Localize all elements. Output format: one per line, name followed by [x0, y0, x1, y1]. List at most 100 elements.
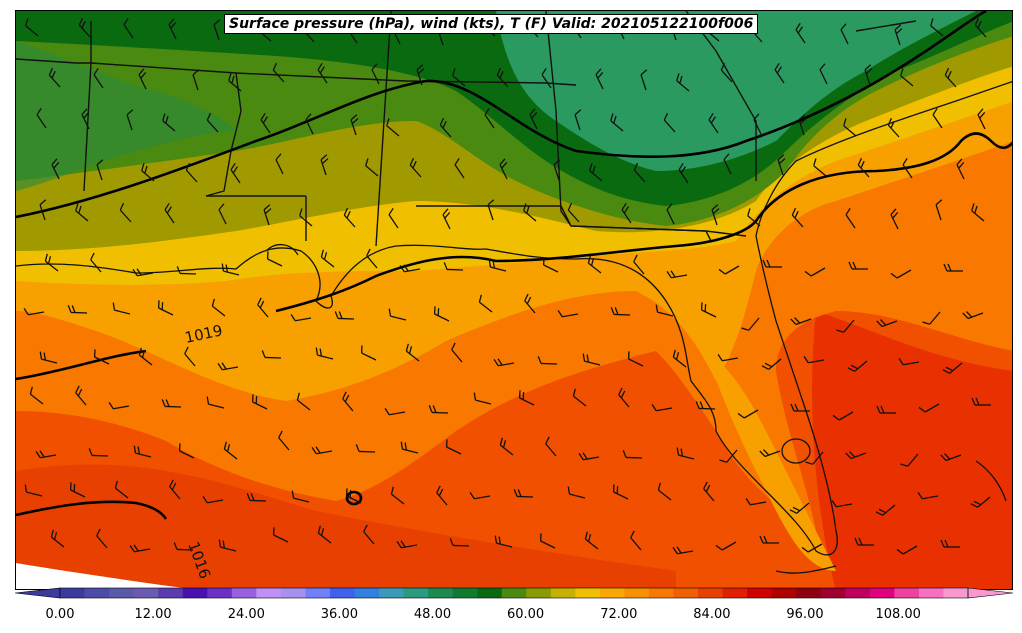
- wind-barb: [251, 394, 268, 410]
- wind-barb: [854, 537, 874, 546]
- colorbar-segment: [796, 588, 822, 598]
- wind-barb: [890, 269, 912, 279]
- wind-barb: [343, 207, 356, 228]
- wind-barb: [612, 484, 629, 500]
- wind-barb: [944, 67, 957, 88]
- wind-barb: [257, 297, 269, 318]
- colorbar-segment: [452, 588, 478, 598]
- wind-barb: [956, 158, 965, 180]
- wind-barb: [24, 484, 43, 497]
- wind-barb: [25, 18, 39, 37]
- colorbar-segment: [477, 588, 503, 598]
- wind-barb: [439, 117, 452, 138]
- wind-barb: [96, 159, 104, 181]
- wind-barb: [192, 69, 200, 91]
- wind-barb: [717, 354, 739, 362]
- wind-barb: [469, 492, 491, 500]
- wind-barb: [801, 543, 823, 553]
- wind-barb: [557, 310, 579, 318]
- wind-barb: [896, 545, 918, 555]
- wind-barb: [161, 399, 182, 408]
- wind-barb: [428, 405, 449, 414]
- coast-gulf: [16, 81, 1012, 556]
- wind-barb: [388, 207, 399, 229]
- wind-barb: [176, 266, 197, 275]
- wind-barb: [774, 62, 785, 84]
- wind-barb: [887, 117, 900, 138]
- wind-barb: [737, 409, 759, 419]
- wind-barb: [88, 448, 109, 457]
- wind-barb: [567, 486, 586, 499]
- wind-barb: [260, 112, 271, 134]
- wind-barb: [416, 64, 425, 86]
- isobar-upper: [16, 11, 987, 219]
- wind-barb: [529, 108, 538, 130]
- colorbar-segment: [722, 588, 748, 598]
- wind-barbs: [23, 17, 991, 555]
- wind-barb: [572, 388, 587, 407]
- wind-barb: [542, 257, 559, 273]
- wind-barb: [695, 401, 716, 410]
- wind-barb: [317, 62, 328, 84]
- wind-barb: [666, 203, 675, 225]
- wind-barb: [452, 68, 466, 87]
- colorbar-tick-label: 48.00: [413, 607, 452, 622]
- wind-barb: [451, 342, 463, 363]
- isobar-low-ring: [345, 490, 363, 506]
- wind-barb: [132, 268, 154, 277]
- wind-barb: [971, 397, 991, 406]
- colorbar-segment: [648, 588, 674, 598]
- wind-barb: [299, 208, 313, 227]
- wind-barb: [23, 308, 45, 316]
- wind-barb: [917, 492, 939, 500]
- wind-barb: [114, 480, 129, 499]
- wind-barb: [582, 353, 601, 366]
- colorbar-segment: [501, 588, 527, 598]
- colorbar-tick-label: 72.00: [600, 607, 638, 622]
- wind-barb: [804, 267, 826, 277]
- colorbar-extend-low: [14, 587, 61, 599]
- colorbar-tick-label: 60.00: [506, 607, 545, 622]
- wind-barb: [206, 396, 225, 409]
- lake-okeechobee: [781, 438, 811, 464]
- wind-barb: [67, 305, 88, 314]
- wind-barb: [678, 162, 689, 184]
- map-frame: 1019 1016: [15, 10, 1013, 590]
- wind-barb: [803, 356, 825, 364]
- wind-barb: [388, 308, 407, 321]
- wind-barb: [221, 263, 240, 276]
- wind-barb: [123, 17, 134, 39]
- wind-barb: [157, 300, 174, 316]
- wind-barb: [902, 157, 913, 179]
- wind-barb: [898, 358, 920, 366]
- wind-barb: [48, 67, 61, 88]
- band-red-south: [16, 464, 676, 589]
- wind-barb: [93, 67, 104, 89]
- wind-barb: [840, 23, 849, 45]
- wind-barb: [584, 531, 599, 550]
- wind-barb: [275, 153, 284, 175]
- wind-barb: [676, 73, 690, 92]
- wind-barb: [371, 63, 380, 85]
- wind-barb: [305, 113, 314, 135]
- colorbar-segment: [403, 588, 429, 598]
- wind-barb: [545, 436, 557, 457]
- wind-barb: [567, 202, 580, 223]
- wind-barb: [587, 255, 602, 274]
- colorbar-segment: [182, 588, 208, 598]
- colorbar-segment: [207, 588, 233, 598]
- wind-barb: [129, 544, 151, 553]
- wind-barb: [39, 199, 47, 221]
- wind-barb: [478, 294, 493, 313]
- wind-barb: [487, 199, 495, 221]
- wind-barb: [272, 62, 285, 83]
- wind-barb: [970, 496, 991, 508]
- isobar-1019: [16, 349, 147, 381]
- wind-barb: [218, 203, 227, 225]
- wind-barb: [790, 317, 812, 326]
- wind-barb: [442, 208, 451, 230]
- wind-barb: [610, 307, 631, 316]
- wind-barb: [211, 298, 226, 317]
- wind-barb: [213, 19, 221, 41]
- wind-barb: [484, 107, 495, 129]
